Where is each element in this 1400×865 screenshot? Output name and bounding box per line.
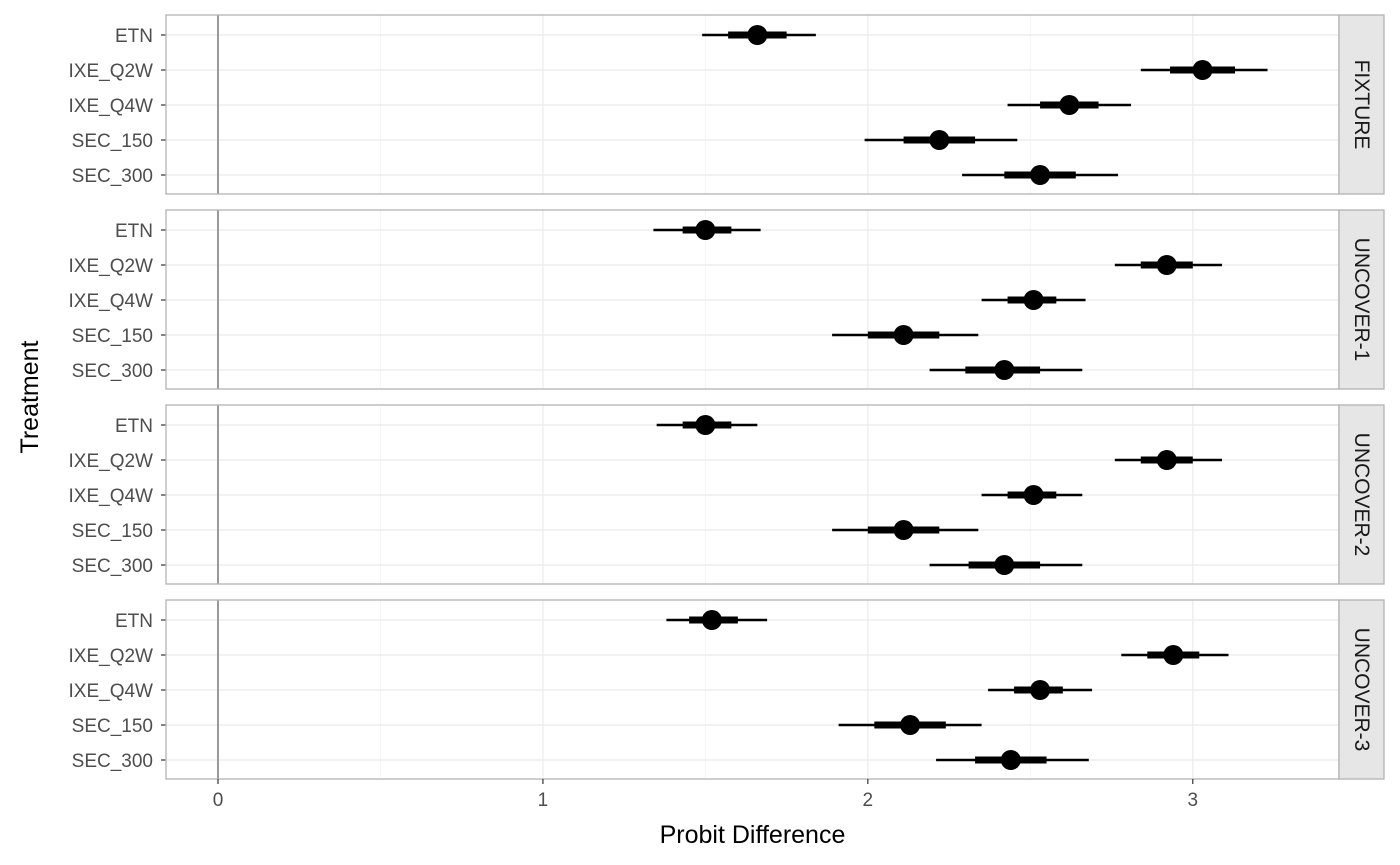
x-axis-title: Probit Difference	[660, 821, 846, 849]
panel-uncover-3: ETN IXE_Q2W IXE_Q4W SEC_150 SEC_300 UNCOVER-3	[69, 599, 1385, 780]
y-tick-label-sec_300: SEC_300	[72, 751, 153, 772]
x-axis: 0 1 2 3	[213, 779, 1198, 811]
strip-label-uncover-2: UNCOVER-2	[1350, 433, 1373, 557]
point-sec_300	[929, 555, 1083, 575]
point-sec_300	[929, 360, 1083, 380]
median-point	[1156, 450, 1177, 470]
y-tick-label-etn: ETN	[115, 221, 153, 242]
y-tick-label-ixe_q2w: IXE_Q2W	[69, 451, 154, 472]
strip-label-fixture: FIXTURE	[1350, 60, 1373, 150]
point-etn	[666, 610, 768, 630]
point-sec_150	[864, 130, 1018, 150]
median-point	[1156, 255, 1177, 275]
point-ixe_q4w	[981, 290, 1086, 310]
median-point	[701, 610, 722, 630]
y-axis-title: Treatment	[16, 340, 44, 453]
point-ixe_q4w	[1007, 95, 1132, 115]
strip-label-uncover-3: UNCOVER-3	[1350, 628, 1373, 752]
strip-background	[1338, 209, 1385, 390]
x-tick-label-1: 1	[538, 790, 549, 811]
median-point	[1000, 750, 1021, 770]
point-ixe_q2w	[1121, 645, 1229, 665]
panel-uncover-2: ETN IXE_Q2W IXE_Q4W SEC_150 SEC_300 UNCOVER-2	[69, 404, 1385, 585]
y-tick-label-sec_300: SEC_300	[72, 166, 153, 187]
median-point	[893, 520, 914, 540]
median-point	[1023, 485, 1044, 505]
y-tick-label-ixe_q4w: IXE_Q4W	[69, 291, 154, 312]
point-sec_150	[832, 520, 979, 540]
median-point	[1030, 165, 1051, 185]
x-tick-label-3: 3	[1187, 790, 1198, 811]
y-tick-label-sec_150: SEC_150	[72, 716, 153, 737]
point-etn	[653, 220, 761, 240]
point-sec_300	[962, 165, 1119, 185]
x-tick-label-0: 0	[213, 790, 224, 811]
median-point	[1030, 680, 1051, 700]
y-tick-label-ixe_q4w: IXE_Q4W	[69, 96, 154, 117]
point-ixe_q4w	[981, 485, 1083, 505]
y-tick-label-sec_150: SEC_150	[72, 326, 153, 347]
y-tick-label-sec_150: SEC_150	[72, 131, 153, 152]
y-tick-label-ixe_q2w: IXE_Q2W	[69, 61, 154, 82]
point-sec_150	[832, 325, 979, 345]
median-point	[1163, 645, 1184, 665]
point-sec_300	[936, 750, 1089, 770]
strip-background	[1338, 14, 1385, 195]
y-tick-label-etn: ETN	[115, 416, 153, 437]
panel-uncover-1: ETN IXE_Q2W IXE_Q4W SEC_150 SEC_300 UNCOVER-1	[69, 209, 1385, 390]
median-point	[929, 130, 950, 150]
y-tick-label-etn: ETN	[115, 26, 153, 47]
median-point	[994, 360, 1015, 380]
point-etn	[656, 415, 758, 435]
median-point	[994, 555, 1015, 575]
median-point	[695, 220, 716, 240]
strip-label-uncover-1: UNCOVER-1	[1350, 238, 1373, 362]
y-tick-label-ixe_q4w: IXE_Q4W	[69, 486, 154, 507]
point-ixe_q2w	[1114, 255, 1223, 275]
median-point	[900, 715, 921, 735]
point-ixe_q2w	[1114, 450, 1223, 470]
y-tick-label-ixe_q4w: IXE_Q4W	[69, 681, 154, 702]
point-ixe_q4w	[988, 680, 1093, 700]
y-tick-label-ixe_q2w: IXE_Q2W	[69, 646, 154, 667]
median-point	[695, 415, 716, 435]
y-tick-label-ixe_q2w: IXE_Q2W	[69, 256, 154, 277]
x-tick-label-2: 2	[863, 790, 874, 811]
panel-fixture: ETN IXE_Q2W IXE_Q4W SEC_150 SEC_300 FIXTURE	[69, 14, 1385, 195]
strip-background	[1338, 599, 1385, 780]
point-etn	[702, 25, 816, 45]
median-point	[1059, 95, 1080, 115]
median-point	[893, 325, 914, 345]
point-ixe_q2w	[1140, 60, 1268, 80]
y-tick-label-etn: ETN	[115, 611, 153, 632]
strip-background	[1338, 404, 1385, 585]
median-point	[1192, 60, 1213, 80]
median-point	[1023, 290, 1044, 310]
y-tick-label-sec_150: SEC_150	[72, 521, 153, 542]
point-sec_150	[838, 715, 982, 735]
median-point	[747, 25, 768, 45]
y-tick-label-sec_300: SEC_300	[72, 556, 153, 577]
y-tick-label-sec_300: SEC_300	[72, 361, 153, 382]
panels: ETNIXE_Q2WIXE_Q4WSEC_150SEC_300FIXTUREET…	[69, 14, 1385, 780]
